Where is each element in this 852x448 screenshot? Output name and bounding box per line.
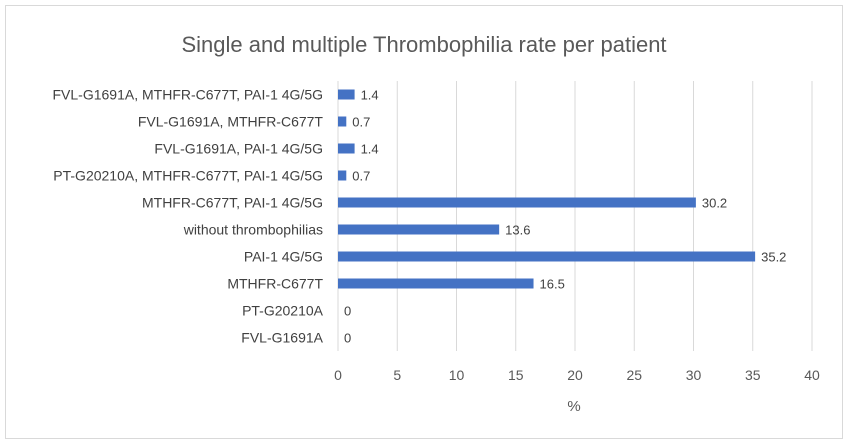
x-tick-label: 5 [393,367,401,383]
x-tick-label: 25 [626,367,642,383]
data-label: 0.7 [352,115,370,130]
bar [338,116,347,127]
category-label: MTHFR-C677T, PAI-1 4G/5G [142,195,323,211]
data-label: 0 [344,331,351,346]
data-label: 0 [344,304,351,319]
category-label: without thrombophilias [183,222,323,238]
chart-title: Single and multiple Thrombophilia rate p… [181,32,666,57]
chart-frame [5,5,843,439]
x-tick-label: 10 [449,367,465,383]
bars [338,89,756,289]
data-label: 1.4 [361,142,379,157]
category-labels: FVL-G1691A PT-G20210A MTHFR-C677T PAI-1 4G/… [53,87,324,346]
bar [338,278,534,289]
x-tick-label: 30 [686,367,702,383]
category-label: FVL-G1691A, MTHFR-C677T [138,114,324,130]
x-tick-label: 15 [508,367,524,383]
x-tick-labels: 0 5 10 15 20 25 30 35 40 [334,367,820,383]
bar [338,89,355,100]
data-label: 1.4 [361,88,379,103]
category-label: MTHFR-C677T [227,276,323,292]
x-tick-label: 20 [567,367,583,383]
x-axis-title: % [567,398,580,415]
bar [338,143,355,154]
gridlines [337,81,813,351]
x-tick-label: 40 [804,367,820,383]
bar [338,197,696,208]
category-label: FVL-G1691A, PAI-1 4G/5G [154,141,323,157]
x-tick-label: 35 [745,367,761,383]
data-labels: 0 0 16.5 35.2 13.6 30.2 0.7 1.4 0.7 1.4 [344,88,786,346]
data-label: 16.5 [540,277,565,292]
bar [338,224,500,235]
bar [338,170,347,181]
category-label: FVL-G1691A [241,330,323,346]
data-label: 13.6 [505,223,530,238]
category-label: PAI-1 4G/5G [244,249,323,265]
data-label: 0.7 [352,169,370,184]
category-label: PT-G20210A, MTHFR-C677T, PAI-1 4G/5G [53,168,323,184]
category-label: FVL-G1691A, MTHFR-C677T, PAI-1 4G/5G [53,87,324,103]
data-label: 30.2 [702,196,727,211]
category-label: PT-G20210A [242,303,324,319]
bar [338,251,756,262]
x-tick-label: 0 [334,367,342,383]
data-label: 35.2 [761,250,786,265]
